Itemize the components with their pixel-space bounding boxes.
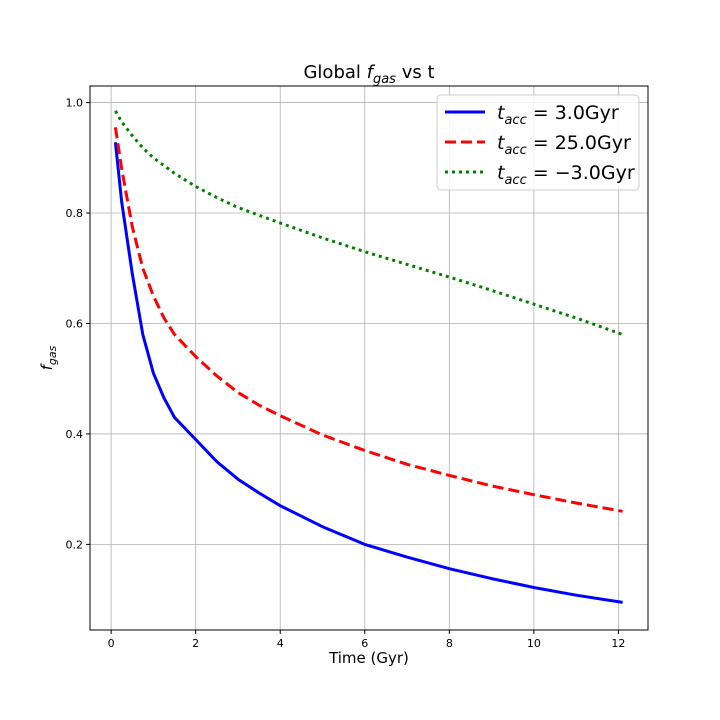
title-var: f [367,62,376,83]
ylabel-sub: gas [46,345,59,365]
y-tick-label: 0.8 [66,207,84,220]
series-line-1 [113,142,623,604]
legend-entry-1: tacc = 3.0Gyr [445,102,619,128]
x-tick-label: 4 [277,637,284,650]
chart-title: Global fgas vs t [303,62,434,87]
x-tick-label: 10 [527,637,541,650]
legend-entry-3: tacc = −3.0Gyr [445,162,635,188]
legend-label-1: tacc = 3.0Gyr [497,102,619,128]
legend-entry-2: tacc = 25.0Gyr [445,132,631,158]
series-line-2 [113,127,623,513]
x-tick-label: 8 [446,637,453,650]
y-axis-label: fgas [38,345,59,370]
x-tick-label: 6 [361,637,368,650]
x-tick-label: 2 [192,637,199,650]
y-tick-label: 0.4 [66,428,84,441]
title-sub: gas [373,72,396,87]
legend: tacc = 3.0Gyr tacc = 25.0Gyr tacc = −3.0… [436,94,640,191]
series-line-3 [114,110,624,336]
x-tick-label: 0 [108,637,115,650]
legend-label-2: tacc = 25.0Gyr [497,132,631,158]
ticks: 0 2 4 6 8 10 12 0.2 0.4 0.6 0.8 1.0 [66,97,626,650]
series-group [113,110,624,604]
legend-label-3: tacc = −3.0Gyr [497,162,635,188]
legend-box [436,94,640,191]
ylabel-var: f [38,362,56,370]
title-prefix: Global [303,62,366,83]
x-tick-label: 12 [611,637,625,650]
y-tick-label: 1.0 [66,97,84,110]
title-suffix: vs t [396,62,435,83]
y-tick-label: 0.2 [66,538,84,551]
y-tick-label: 0.6 [66,317,84,330]
plot-frame [89,85,649,631]
x-axis-label: Time (Gyr) [328,649,409,667]
